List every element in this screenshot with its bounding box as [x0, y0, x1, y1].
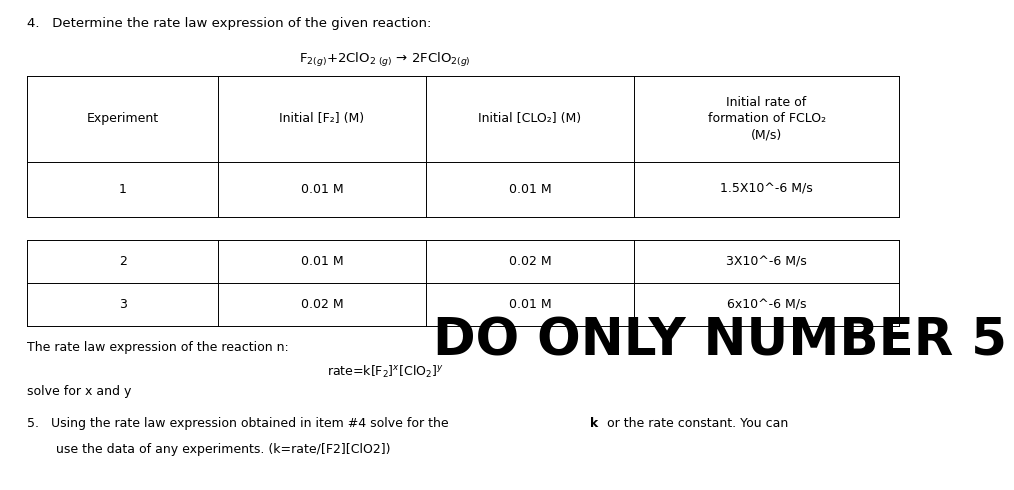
Text: Initial rate of
formation of FCLO₂
(M/s): Initial rate of formation of FCLO₂ (M/s) — [708, 96, 825, 142]
Text: k: k — [590, 417, 598, 431]
Text: 5.   Using the rate law expression obtained in item #4 solve for the: 5. Using the rate law expression obtaine… — [27, 417, 453, 431]
Text: use the data of any experiments. (k=rate/[F2][ClO2]): use the data of any experiments. (k=rate… — [56, 443, 390, 457]
Text: 6x10^-6 M/s: 6x10^-6 M/s — [727, 298, 806, 311]
Text: 0.02 M: 0.02 M — [300, 298, 344, 311]
Text: 0.01 M: 0.01 M — [300, 255, 344, 268]
Text: 2: 2 — [119, 255, 127, 268]
Text: Initial [F₂] (M): Initial [F₂] (M) — [280, 112, 364, 125]
Text: rate=k[F$_2$]$^x$[ClO$_2$]$^y$: rate=k[F$_2$]$^x$[ClO$_2$]$^y$ — [327, 364, 444, 380]
Text: 3X10^-6 M/s: 3X10^-6 M/s — [726, 255, 807, 268]
Text: or the rate constant. You can: or the rate constant. You can — [603, 417, 789, 431]
Text: 0.01 M: 0.01 M — [300, 183, 344, 196]
Text: 0.01 M: 0.01 M — [508, 183, 552, 196]
Text: DO ONLY NUMBER 5: DO ONLY NUMBER 5 — [433, 316, 1007, 366]
Text: The rate law expression of the reaction n:: The rate law expression of the reaction … — [27, 341, 289, 354]
Text: 3: 3 — [119, 298, 127, 311]
Text: F$_{2(g)}$+2ClO$_{2\ (g)}$ → 2FClO$_{2(g)}$: F$_{2(g)}$+2ClO$_{2\ (g)}$ → 2FClO$_{2(g… — [299, 51, 472, 70]
Text: Experiment: Experiment — [86, 112, 159, 125]
Text: 1: 1 — [119, 183, 127, 196]
Text: 0.02 M: 0.02 M — [508, 255, 552, 268]
Text: 4.   Determine the rate law expression of the given reaction:: 4. Determine the rate law expression of … — [27, 17, 432, 30]
Text: 0.01 M: 0.01 M — [508, 298, 552, 311]
Text: solve for x and y: solve for x and y — [27, 385, 132, 398]
Text: Initial [CLO₂] (M): Initial [CLO₂] (M) — [479, 112, 581, 125]
Text: 1.5X10^-6 M/s: 1.5X10^-6 M/s — [720, 183, 813, 196]
